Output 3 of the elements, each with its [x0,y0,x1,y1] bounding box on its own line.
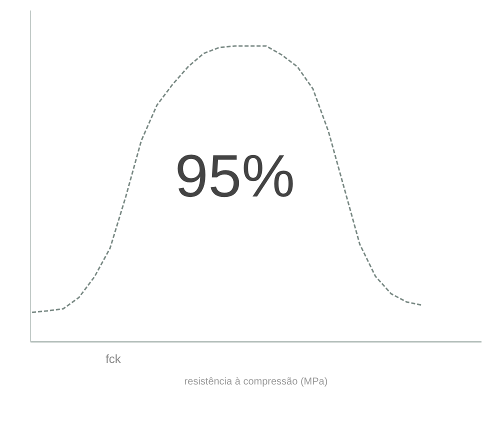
x-axis-title: resistência à compressão (MPa) [184,376,328,388]
text: fck [106,352,122,366]
annotation: 95% [174,142,295,210]
